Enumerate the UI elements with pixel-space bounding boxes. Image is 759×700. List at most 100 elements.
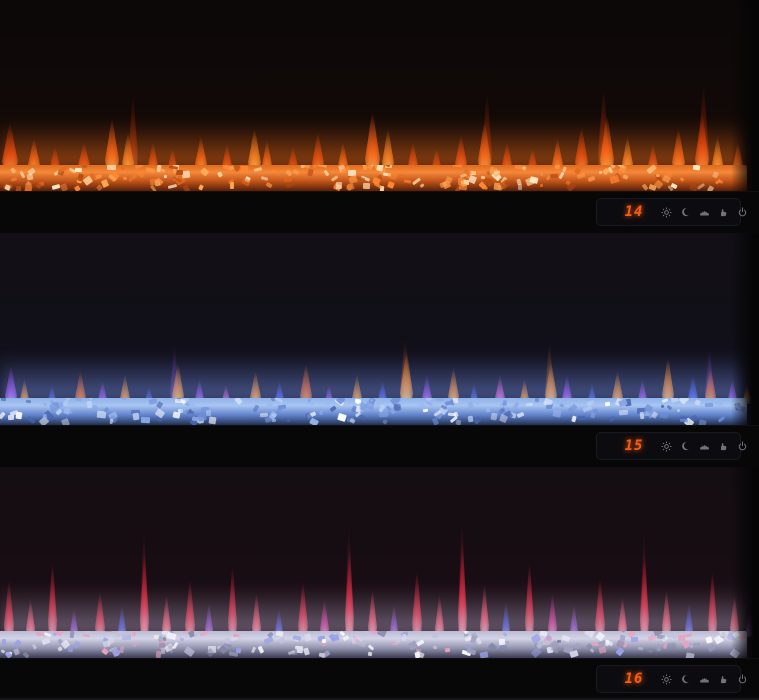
crystal bbox=[274, 398, 284, 403]
crystal bbox=[349, 417, 357, 424]
crystal bbox=[620, 631, 626, 633]
crystal bbox=[307, 168, 314, 177]
crystal bbox=[263, 636, 273, 645]
crystal bbox=[452, 398, 459, 404]
setting-display: 16 bbox=[624, 671, 644, 687]
crystal bbox=[74, 398, 83, 402]
crystal bbox=[321, 638, 326, 643]
crystal bbox=[86, 400, 93, 409]
crystal bbox=[63, 399, 69, 407]
power-icon[interactable] bbox=[737, 206, 748, 218]
flame-tongue bbox=[502, 599, 510, 637]
crystal bbox=[74, 167, 82, 172]
crystal bbox=[605, 401, 612, 407]
crystal bbox=[655, 174, 661, 177]
crystal bbox=[502, 632, 508, 638]
control-panel: 14 bbox=[596, 198, 747, 226]
frame-edge-shadow bbox=[731, 0, 759, 191]
crystal bbox=[1, 398, 7, 402]
crystal bbox=[409, 398, 416, 400]
crystal bbox=[159, 643, 166, 648]
firebox bbox=[0, 233, 759, 425]
flame-tongue bbox=[480, 581, 489, 637]
crystal bbox=[180, 637, 186, 642]
flame-tongue bbox=[298, 579, 308, 637]
crystal bbox=[561, 634, 571, 642]
crystal bbox=[512, 401, 520, 410]
flame-tongue bbox=[128, 91, 138, 171]
crystal bbox=[676, 408, 681, 413]
crystal bbox=[35, 631, 42, 636]
crystal bbox=[145, 167, 156, 173]
bezel: 14 bbox=[0, 191, 759, 233]
crystal bbox=[228, 165, 235, 171]
flame-tongue bbox=[435, 593, 444, 637]
brightness-sun-icon[interactable] bbox=[661, 207, 672, 218]
flame-layer bbox=[0, 467, 759, 658]
crystal bbox=[577, 415, 585, 420]
crystal bbox=[549, 173, 559, 179]
crystal bbox=[51, 183, 61, 190]
crystal bbox=[118, 646, 124, 654]
crystal bbox=[9, 167, 17, 174]
flame-tongue bbox=[4, 577, 14, 637]
crystal bbox=[160, 168, 166, 173]
crystal bbox=[19, 170, 26, 179]
crystal bbox=[141, 416, 151, 423]
firebox bbox=[0, 467, 759, 658]
crystal bbox=[11, 177, 18, 182]
crystal bbox=[568, 649, 579, 658]
crystal bbox=[452, 165, 463, 168]
crystal bbox=[552, 409, 562, 418]
flame-effect-icon[interactable] bbox=[699, 207, 710, 218]
crystal bbox=[713, 398, 724, 408]
brightness-sun-icon[interactable] bbox=[661, 674, 672, 685]
crystal bbox=[618, 165, 627, 173]
heat-hand-icon[interactable] bbox=[718, 441, 729, 452]
crystal bbox=[539, 183, 544, 188]
bezel: 15 bbox=[0, 425, 759, 467]
crystal bbox=[292, 168, 300, 175]
crystal bbox=[163, 174, 168, 179]
crystal bbox=[193, 631, 199, 637]
heat-hand-icon[interactable] bbox=[718, 674, 729, 685]
flame-tongue bbox=[2, 121, 18, 171]
sleep-moon-icon[interactable] bbox=[680, 207, 691, 218]
crystal bbox=[197, 413, 207, 422]
sleep-moon-icon[interactable] bbox=[680, 674, 691, 685]
crystal bbox=[647, 183, 657, 191]
crystal bbox=[329, 405, 337, 413]
crystal bbox=[67, 646, 73, 653]
fireplace-unit-top: 14 bbox=[0, 0, 759, 233]
crystal bbox=[682, 640, 690, 649]
flame-tongue bbox=[70, 607, 78, 637]
flame-tongue bbox=[365, 109, 380, 171]
flame-tongue bbox=[570, 603, 578, 637]
crystal bbox=[120, 165, 125, 171]
crystal bbox=[387, 181, 396, 189]
flame-tongue bbox=[140, 547, 149, 637]
crystal bbox=[15, 411, 23, 420]
crystal bbox=[377, 631, 388, 637]
crystal bbox=[656, 644, 662, 652]
crystal bbox=[34, 183, 42, 190]
crystal bbox=[306, 398, 315, 406]
crystal bbox=[362, 183, 370, 190]
touch-controls bbox=[661, 440, 748, 452]
crystal bbox=[677, 634, 686, 641]
crystal bbox=[73, 639, 81, 649]
crystal bbox=[27, 167, 37, 176]
crystal bbox=[266, 401, 274, 409]
flame-layer bbox=[0, 233, 759, 425]
crystal bbox=[431, 631, 441, 640]
brightness-sun-icon[interactable] bbox=[661, 441, 672, 452]
power-icon[interactable] bbox=[737, 673, 748, 685]
crystal bbox=[283, 176, 293, 182]
power-icon[interactable] bbox=[737, 440, 748, 452]
heat-hand-icon[interactable] bbox=[718, 207, 729, 218]
flame-effect-icon[interactable] bbox=[699, 441, 710, 452]
crystal bbox=[205, 410, 211, 416]
flame-effect-icon[interactable] bbox=[699, 674, 710, 685]
sleep-moon-icon[interactable] bbox=[680, 441, 691, 452]
